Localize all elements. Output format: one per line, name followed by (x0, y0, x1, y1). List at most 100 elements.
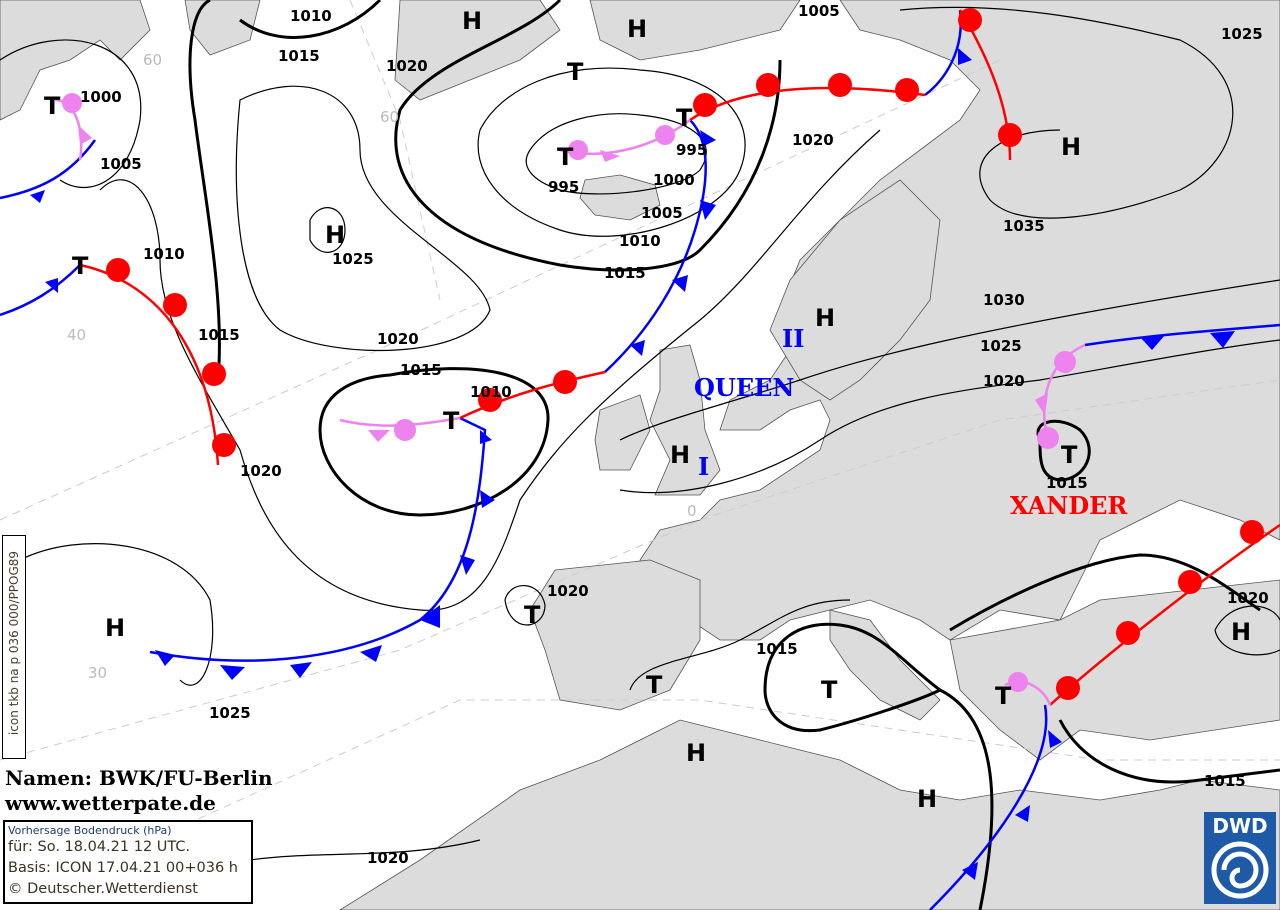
latitude-label: 60 (380, 108, 399, 126)
warm-front-semicircle (106, 258, 130, 282)
info-valid-time: für: So. 18.04.21 12 UTC. (8, 839, 191, 855)
high-pressure-label: H (670, 441, 690, 469)
cold-front (604, 119, 707, 373)
info-copyright: © Deutscher.Wetterdienst (8, 881, 198, 897)
low-pressure-label: T (1061, 441, 1078, 469)
isobar (99, 129, 881, 611)
high-pressure-label: H (105, 614, 125, 642)
isobar-label: 1035 (1003, 217, 1045, 235)
info-title: Vorhersage Bodendruck (hPa) (8, 824, 172, 837)
europe-mainland (639, 0, 1280, 641)
pressure-centers: H H T T T T H T H H T H T T H H T T T H … (44, 7, 1251, 813)
low-pressure-label: T (995, 682, 1012, 710)
isobar-label: 1015 (1204, 772, 1246, 790)
isobar (1214, 605, 1280, 656)
high-pressure-label: H (1061, 133, 1081, 161)
isobar (619, 279, 1280, 441)
latitude-line (0, 59, 1001, 521)
low-pressure-label: T (646, 671, 663, 699)
warm-front (689, 86, 926, 122)
isobar (477, 67, 746, 237)
isobar (318, 367, 550, 517)
low-pressure-label: T (557, 143, 574, 171)
isobar-label: 1020 (240, 462, 282, 480)
latitude-label: 40 (67, 326, 86, 344)
isobar (949, 553, 1261, 632)
isobar-label: 1025 (332, 250, 374, 268)
isobar (899, 6, 1234, 219)
occluded-front (54, 98, 83, 161)
isobar-label: 995 (548, 178, 579, 196)
cold-front-triangle (155, 430, 495, 680)
product-code-label: icon tkb na p 036 000/PPOG89 (2, 535, 26, 759)
warm-front-semicircle (1056, 676, 1080, 700)
occlusion-marker (368, 430, 390, 442)
isobars-thin (0, 6, 1280, 861)
system-names: QUEEN II I XANDER (694, 324, 1128, 520)
occlusion-marker (1008, 672, 1028, 692)
cold-front (0, 264, 81, 317)
isobar (763, 622, 943, 733)
warm-front-bumps (106, 8, 1264, 700)
isobar-label: 1025 (209, 704, 251, 722)
system-name-queen: QUEEN (694, 373, 794, 402)
north-africa (339, 719, 1280, 910)
occlusion-marker (568, 140, 588, 160)
dwd-logo: DWD (1204, 812, 1276, 904)
warm-front (79, 263, 220, 466)
isobar-label: 1020 (547, 582, 589, 600)
warm-front-semicircle (202, 362, 226, 386)
occlusion-marker (1035, 393, 1048, 415)
ireland (594, 394, 651, 471)
low-pressure-label: T (567, 58, 584, 86)
isobar-label: 1010 (470, 383, 512, 401)
iberia (529, 559, 701, 711)
isobar (394, 0, 782, 272)
isobar-label: 1015 (604, 264, 646, 282)
cold-front-triangle (958, 48, 972, 65)
system-name-ii: II (782, 324, 804, 353)
isobar (0, 39, 142, 189)
occlusion-marker (655, 125, 675, 145)
isobar (504, 585, 546, 626)
barents (589, 0, 801, 61)
iceland (579, 174, 661, 221)
warm-front-semicircle (895, 78, 919, 102)
isobar-label: 1015 (198, 326, 240, 344)
names-credit: Namen: BWK/FU-Berlin (5, 766, 273, 790)
isobar-label: 1025 (1221, 25, 1263, 43)
cold-front-triangle (1140, 331, 1235, 350)
occlusion-marker (600, 150, 620, 162)
low-pressure-label: T (821, 676, 838, 704)
isobar (188, 0, 221, 381)
latitude-line (0, 379, 1280, 761)
high-pressure-label: H (325, 221, 345, 249)
isobar-label: 1010 (143, 245, 185, 263)
balkans-turkey (949, 579, 1280, 761)
system-name-xander: XANDER (1010, 491, 1128, 520)
isobar (629, 599, 851, 691)
cold-front (149, 416, 487, 662)
isobar-label: 1015 (278, 47, 320, 65)
cold-front (0, 139, 97, 200)
cold-front-triangles (30, 48, 1235, 880)
low-pressure-label: T (44, 92, 61, 120)
occlusion-marker (1054, 351, 1076, 373)
scandinavia (769, 179, 941, 401)
isobar-label: 1005 (100, 155, 142, 173)
low-pressure-label: T (676, 104, 693, 132)
cold-front (929, 704, 1048, 910)
warm-front-semicircle (553, 370, 577, 394)
italy (829, 609, 941, 721)
latitude-labels: 60 60 40 30 0 (67, 51, 697, 682)
greenland-east (184, 0, 261, 56)
occlusion-markers (62, 93, 1076, 692)
high-pressure-label: H (1231, 618, 1251, 646)
isobar-label: 1015 (1046, 474, 1088, 492)
latitude-label: 30 (88, 664, 107, 682)
cold-front-triangle (962, 730, 1062, 880)
isobar (249, 839, 481, 861)
website-link[interactable]: www.wetterpate.de (5, 791, 216, 815)
